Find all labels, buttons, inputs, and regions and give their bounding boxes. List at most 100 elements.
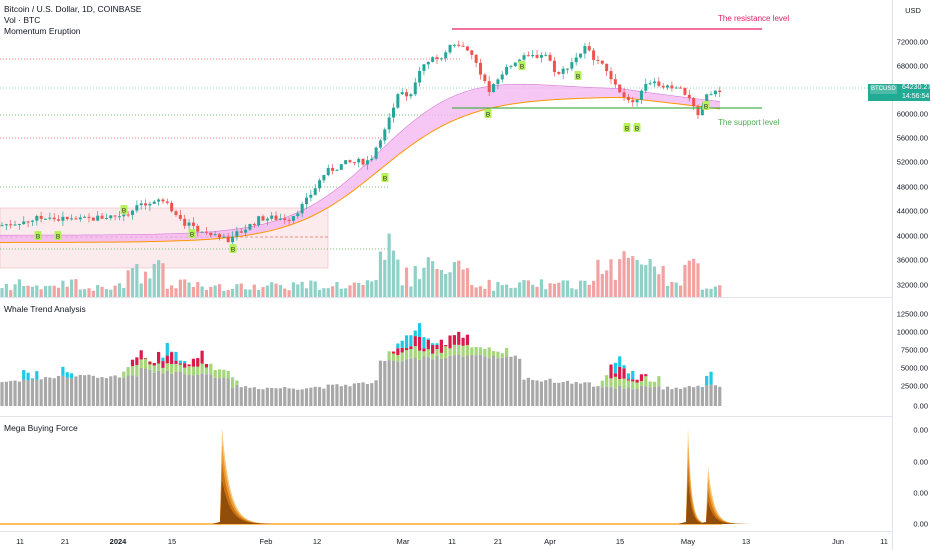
candle-body xyxy=(544,54,548,56)
candle-body xyxy=(661,85,665,88)
candle-body xyxy=(226,236,230,243)
volume-bar xyxy=(326,288,330,297)
volume-bar xyxy=(396,259,400,297)
whale-base-bar xyxy=(157,370,161,406)
volume-bar xyxy=(130,268,135,297)
whale-base-bar xyxy=(552,382,557,406)
whale-green-segment xyxy=(622,378,626,389)
whale-base-bar xyxy=(200,373,204,406)
volume-bar xyxy=(409,286,413,297)
candle-body xyxy=(274,215,278,220)
candle-body xyxy=(378,140,382,148)
whale-base-bar xyxy=(618,385,622,406)
mega-pane-title[interactable]: Mega Buying Force xyxy=(4,423,78,433)
volume-bar xyxy=(652,266,657,297)
price-tick: 44000.00 xyxy=(896,206,928,216)
symbol-title[interactable]: Bitcoin / U.S. Dollar, 1D, COINBASE xyxy=(4,4,142,14)
whale-base-bar xyxy=(226,378,230,406)
candle-body xyxy=(157,199,161,202)
volume-bar xyxy=(683,264,687,297)
whale-base-bar xyxy=(278,388,282,406)
volume-bar xyxy=(444,274,448,297)
whale-base-bar xyxy=(30,379,35,406)
whale-base-bar xyxy=(418,359,422,406)
volume-bar xyxy=(483,288,487,297)
whale-base-bar xyxy=(196,374,200,406)
candle-body xyxy=(117,216,121,218)
candle-body xyxy=(505,66,509,75)
volume-bar xyxy=(383,259,387,297)
whale-crimson-segment xyxy=(631,379,635,382)
momentum-indicator-label[interactable]: Momentum Eruption xyxy=(4,26,81,36)
whale-base-bar xyxy=(483,356,487,406)
volume-bar xyxy=(257,290,261,297)
price-tick: 72000.00 xyxy=(896,37,928,47)
whale-cyan-segment xyxy=(61,366,65,376)
whale-base-bar xyxy=(718,386,722,406)
whale-base-bar xyxy=(644,386,648,406)
whale-base-bar xyxy=(322,388,326,406)
candle-body xyxy=(609,71,613,80)
whale-base-bar xyxy=(174,371,178,406)
whale-base-bar xyxy=(613,388,617,406)
whale-axis[interactable]: 12500.00 10000.00 7500.00 5000.00 2500.00 0.0… xyxy=(892,297,932,416)
whale-green-segment xyxy=(491,351,496,356)
whale-base-bar xyxy=(474,355,478,406)
whale-crimson-segment xyxy=(183,363,187,368)
whale-base-bar xyxy=(339,386,343,406)
candle-body xyxy=(396,94,400,108)
buy-signal-text: B xyxy=(520,63,524,70)
whale-base-bar xyxy=(309,387,313,406)
whale-base-bar xyxy=(331,384,335,406)
volume-bar xyxy=(596,259,600,297)
pane-divider-1[interactable] xyxy=(0,297,892,298)
whale-cyan-segment xyxy=(613,362,617,374)
whale-base-bar xyxy=(400,361,404,406)
candle-body xyxy=(452,44,456,46)
whale-base-bar xyxy=(370,383,374,406)
volume-bar xyxy=(522,280,526,297)
volume-bar xyxy=(222,290,226,297)
whale-base-bar xyxy=(509,356,513,406)
candle-body xyxy=(644,83,648,91)
volume-bar xyxy=(570,288,574,297)
volume-indicator-label[interactable]: Vol · BTC xyxy=(4,15,41,25)
whale-base-bar xyxy=(187,374,191,406)
candle-body xyxy=(283,218,287,220)
volume-bar xyxy=(278,285,282,297)
candle-body xyxy=(326,167,330,176)
whale-crimson-segment xyxy=(187,364,191,367)
whale-pane-title[interactable]: Whale Trend Analysis xyxy=(4,304,86,314)
volume-bar xyxy=(248,289,252,297)
whale-base-bar xyxy=(622,388,626,406)
whale-crimson-segment xyxy=(461,337,465,346)
whale-base-bar xyxy=(413,357,417,406)
whale-green-segment xyxy=(400,352,404,362)
mega-tick: 0.00 xyxy=(913,425,928,435)
mega-axis[interactable]: 0.00 0.00 0.00 0.00 xyxy=(892,416,932,531)
buy-signal-marker xyxy=(574,71,582,80)
price-axis[interactable]: 72000.0068000.0064000.0060000.0056000.00… xyxy=(892,0,932,297)
buy-signal-text: B xyxy=(122,207,126,214)
volume-bar xyxy=(52,285,56,297)
whale-cyan-segment xyxy=(409,335,413,347)
pane-divider-2[interactable] xyxy=(0,416,892,417)
candle-body xyxy=(570,62,574,69)
candle-body xyxy=(178,214,182,219)
volume-bar xyxy=(370,281,374,297)
whale-tick: 7500.00 xyxy=(900,345,928,355)
whale-cyan-segment xyxy=(70,373,74,379)
whale-cyan-segment xyxy=(700,387,704,388)
whale-base-bar xyxy=(122,377,126,406)
candle-body xyxy=(383,129,387,141)
whale-cyan-segment xyxy=(178,360,182,364)
currency-selector[interactable]: USD xyxy=(905,6,921,15)
candle-body xyxy=(465,46,469,51)
volume-bar xyxy=(679,285,683,297)
candle-body xyxy=(235,231,239,237)
whale-crimson-segment xyxy=(626,379,630,381)
time-tick: 21 xyxy=(60,537,70,546)
whale-base-bar xyxy=(587,382,591,406)
volume-bar xyxy=(605,270,609,297)
